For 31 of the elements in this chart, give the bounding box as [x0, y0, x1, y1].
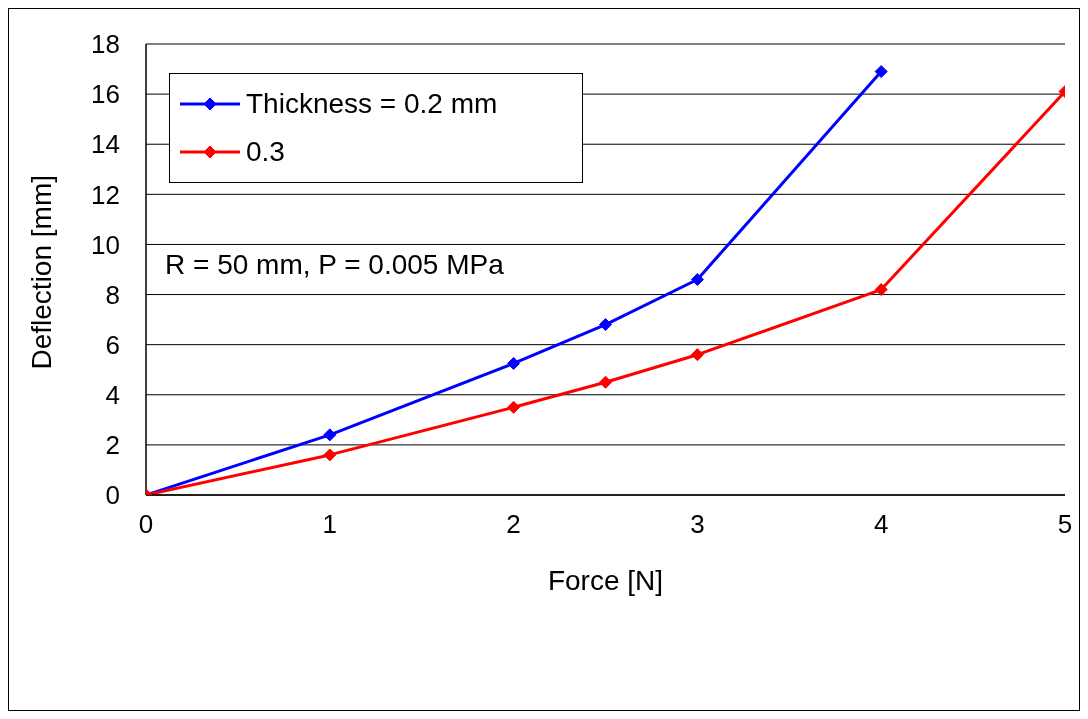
point [690, 348, 704, 362]
x-tick-label: 2 [506, 509, 521, 540]
point [874, 283, 888, 297]
y-tick-label: 8 [105, 279, 120, 310]
legend-label: 0.3 [246, 136, 285, 168]
point [874, 65, 888, 79]
point [323, 428, 337, 442]
y-tick-label: 10 [91, 229, 120, 260]
point [507, 400, 521, 414]
point [599, 375, 612, 389]
x-tick-label: 1 [322, 509, 338, 540]
y-tick-label: 6 [105, 329, 120, 360]
point [323, 448, 337, 462]
y-tick-label: 12 [91, 179, 120, 210]
point [507, 356, 521, 370]
point [599, 318, 612, 332]
x-tick-label: 0 [138, 509, 154, 540]
y-tick-label: 14 [91, 129, 120, 160]
annotation: R = 50 mm, P = 0.005 MPa [165, 249, 504, 281]
y-tick-label: 0 [105, 480, 120, 511]
y-tick-label: 18 [91, 29, 120, 60]
x-tick-label: 5 [1057, 509, 1073, 540]
y-axis-title: Deflection [mm] [25, 175, 57, 370]
x-tick-label: 3 [690, 509, 705, 540]
y-tick-label: 16 [91, 79, 120, 110]
y-tick-label: 4 [105, 380, 120, 411]
point [690, 273, 704, 287]
x-tick-label: 4 [873, 509, 889, 540]
legend-label: Thickness = 0.2 mm [246, 88, 498, 120]
x-axis-title: Force [N] [547, 565, 664, 596]
y-tick-label: 2 [105, 430, 120, 461]
